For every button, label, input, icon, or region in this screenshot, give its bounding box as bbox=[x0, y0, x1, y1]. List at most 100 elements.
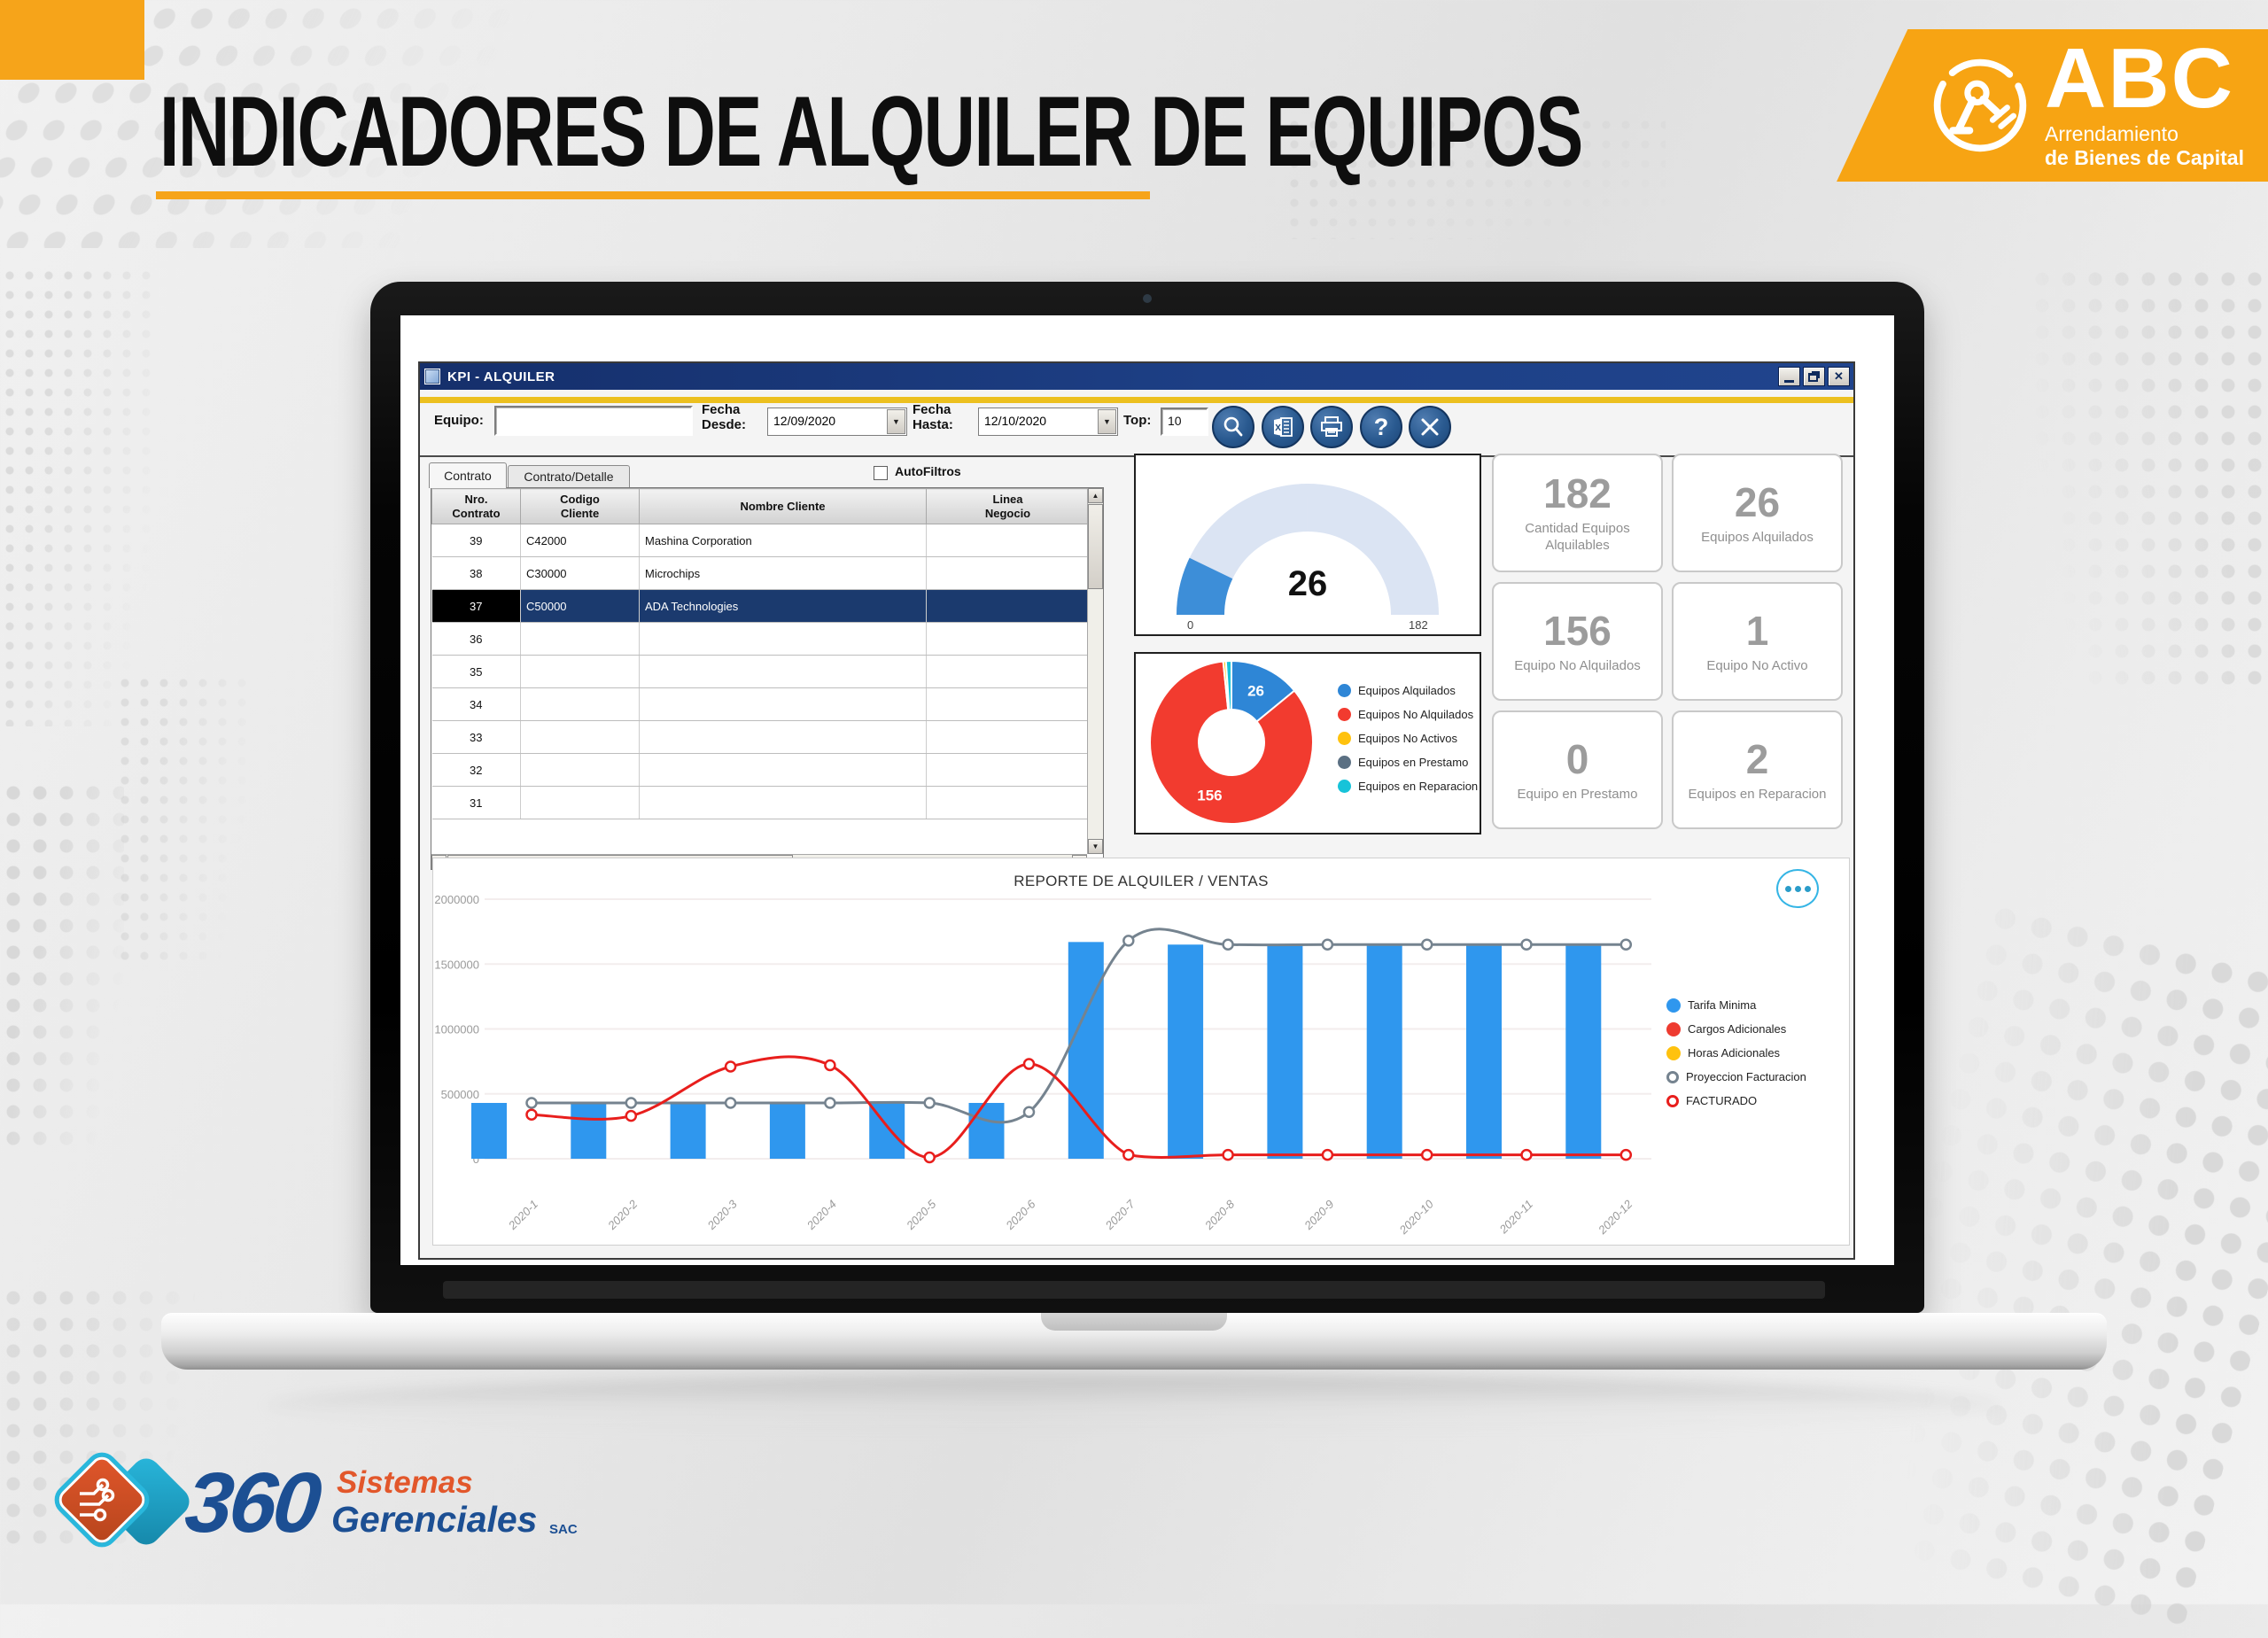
y-axis-label: 0 bbox=[473, 1153, 479, 1166]
kpi-grid: 182 Cantidad Equipos Alquilables 26 Equipos… bbox=[1492, 454, 1843, 829]
header-accent-block bbox=[0, 0, 144, 80]
table-cell: Microchips bbox=[639, 556, 927, 590]
table-cell: ADA Technologies bbox=[639, 589, 927, 623]
legend-label: Equipos No Activos bbox=[1358, 732, 1458, 745]
table-cell bbox=[639, 655, 927, 688]
kpi-card: 156 Equipo No Alquilados bbox=[1492, 582, 1663, 701]
table-cell: 33 bbox=[431, 720, 521, 754]
table-cell bbox=[520, 687, 640, 721]
table-cell bbox=[926, 687, 1090, 721]
line-marker bbox=[1619, 938, 1633, 951]
table-row[interactable]: 35 bbox=[431, 655, 1090, 688]
page-title: INDICADORES DE ALQUILER DE EQUIPOS bbox=[159, 76, 1583, 187]
gauge-arc bbox=[1307, 484, 1439, 615]
kpi-value: 2 bbox=[1745, 735, 1769, 782]
chevron-down-icon[interactable]: ▼ bbox=[1098, 409, 1116, 434]
svg-text:X: X bbox=[1275, 423, 1281, 433]
table-cell bbox=[520, 622, 640, 656]
line-marker bbox=[824, 1097, 836, 1109]
help-icon: ? bbox=[1373, 413, 1389, 440]
table-cell bbox=[520, 786, 640, 819]
tab-contrato[interactable]: Contrato bbox=[429, 462, 507, 488]
kpi-card: 0 Equipo en Prestamo bbox=[1492, 710, 1663, 829]
table-cell: C30000 bbox=[520, 556, 640, 590]
excel-export-button[interactable]: X bbox=[1262, 406, 1304, 448]
gauge-panel: 26 0 182 bbox=[1134, 454, 1481, 636]
y-axis-label: 2000000 bbox=[434, 893, 479, 906]
line-marker bbox=[625, 1097, 638, 1109]
halftone-pattern bbox=[2029, 266, 2268, 691]
gauge-min-label: 0 bbox=[1187, 618, 1193, 632]
table-row[interactable]: 38 C30000 Microchips bbox=[431, 556, 1090, 590]
fecha-desde-select[interactable]: 12/09/2020 ▼ bbox=[767, 408, 907, 436]
table-row[interactable]: 34 bbox=[431, 687, 1090, 721]
table-row[interactable]: 33 bbox=[431, 720, 1090, 754]
kpi-label: Equipo en Prestamo bbox=[1517, 786, 1638, 802]
table-row[interactable]: 32 bbox=[431, 753, 1090, 787]
logo-360-text: 360 bbox=[181, 1456, 322, 1550]
vertical-scroll-thumb[interactable] bbox=[1088, 504, 1103, 589]
kpi-value: 182 bbox=[1543, 470, 1612, 516]
autofiltros-checkbox[interactable] bbox=[874, 466, 888, 480]
header-underline bbox=[156, 191, 1150, 199]
table-cell bbox=[926, 524, 1090, 557]
restore-button[interactable] bbox=[1803, 367, 1825, 386]
y-axis-label: 1500000 bbox=[434, 958, 479, 971]
scroll-down-icon[interactable]: ▼ bbox=[1088, 839, 1103, 854]
chevron-down-icon[interactable]: ▼ bbox=[887, 409, 905, 434]
kpi-card: 182 Cantidad Equipos Alquilables bbox=[1492, 454, 1663, 572]
legend-dot-icon bbox=[1338, 780, 1351, 793]
minimize-button[interactable] bbox=[1778, 367, 1800, 386]
scroll-up-icon[interactable]: ▲ bbox=[1088, 488, 1103, 503]
legend-item: Tarifa Minima bbox=[1666, 993, 1806, 1017]
help-button[interactable]: ? bbox=[1360, 406, 1402, 448]
column-header[interactable]: Nombre Cliente bbox=[639, 488, 927, 524]
column-header[interactable]: Nro. Contrato bbox=[431, 488, 521, 524]
table-row[interactable]: 36 bbox=[431, 622, 1090, 656]
equipo-input[interactable] bbox=[494, 406, 693, 436]
circuit-icon bbox=[80, 1478, 115, 1522]
bar bbox=[1366, 944, 1402, 1159]
print-button[interactable] bbox=[1310, 406, 1353, 448]
table-cell bbox=[926, 589, 1090, 623]
legend-label: Horas Adicionales bbox=[1688, 1046, 1781, 1060]
column-header[interactable]: Codigo Cliente bbox=[520, 488, 640, 524]
x-axis-label: 2020-1 bbox=[505, 1198, 540, 1233]
line-marker bbox=[1420, 938, 1433, 951]
laptop-hinge bbox=[443, 1281, 1825, 1299]
report-title: REPORTE DE ALQUILER / VENTAS bbox=[1014, 873, 1269, 889]
combo-chart: 0 500000 1000000 1500000 2000000 2020-1 2020-2… bbox=[434, 893, 1651, 1238]
kpi-card: 26 Equipos Alquilados bbox=[1672, 454, 1843, 572]
kpi-label: Equipos en Reparacion bbox=[1688, 786, 1827, 802]
fecha-hasta-select[interactable]: 12/10/2020 ▼ bbox=[978, 408, 1118, 436]
kpi-card: 1 Equipo No Activo bbox=[1672, 582, 1843, 701]
table-cell bbox=[639, 622, 927, 656]
gauge-value: 26 bbox=[1288, 564, 1328, 603]
bar bbox=[670, 1103, 706, 1159]
close-icon bbox=[1421, 418, 1439, 436]
tab-contrato-detalle[interactable]: Contrato/Detalle bbox=[508, 465, 630, 488]
printer-icon bbox=[1321, 416, 1342, 437]
legend-label: Tarifa Minima bbox=[1688, 998, 1757, 1012]
search-button[interactable] bbox=[1212, 406, 1254, 448]
contracts-grid: Nro. Contrato Codigo Cliente Nombre Client… bbox=[431, 488, 1090, 819]
close-button[interactable]: ✕ bbox=[1828, 367, 1850, 386]
top-input[interactable]: 10 bbox=[1161, 408, 1208, 436]
line-marker bbox=[824, 1059, 836, 1072]
legend-dot-icon bbox=[1338, 708, 1351, 721]
table-cell: C42000 bbox=[520, 524, 640, 557]
legend-label: Equipos en Prestamo bbox=[1358, 756, 1469, 769]
x-axis-label: 2020-10 bbox=[1396, 1197, 1437, 1238]
fecha-desde-value: 12/09/2020 bbox=[773, 414, 836, 428]
close-tool-button[interactable] bbox=[1409, 406, 1451, 448]
column-header[interactable]: Linea Negocio bbox=[926, 488, 1090, 524]
table-row[interactable]: 37 C50000 ADA Technologies bbox=[431, 589, 1090, 623]
table-row[interactable]: 39 C42000 Mashina Corporation bbox=[431, 524, 1090, 557]
table-cell: 31 bbox=[431, 786, 521, 819]
chart-menu-button[interactable] bbox=[1776, 869, 1819, 908]
x-axis-label: 2020-4 bbox=[804, 1198, 839, 1233]
vertical-scrollbar[interactable]: ▲ ▼ bbox=[1087, 488, 1103, 854]
table-row[interactable]: 31 bbox=[431, 786, 1090, 819]
table-cell: C50000 bbox=[520, 589, 640, 623]
y-axis-label: 500000 bbox=[441, 1088, 479, 1101]
